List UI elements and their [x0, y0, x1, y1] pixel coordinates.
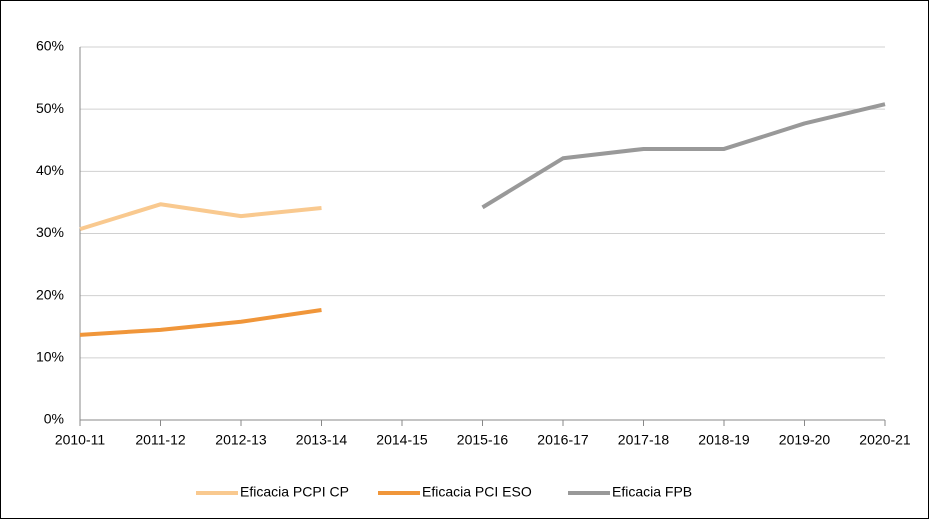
x-tick-label: 2018-19	[698, 432, 750, 448]
legend-label: Eficacia PCI ESO	[422, 484, 532, 500]
y-tick-label: 30%	[36, 224, 64, 240]
y-tick-label: 20%	[36, 286, 64, 302]
y-tick-label: 60%	[36, 38, 64, 54]
x-tick-label: 2012-13	[215, 432, 267, 448]
y-tick-label: 0%	[44, 411, 64, 427]
y-tick-label: 50%	[36, 100, 64, 116]
y-tick-label: 10%	[36, 349, 64, 365]
legend-label: Eficacia FPB	[612, 484, 692, 500]
line-series	[481, 102, 886, 210]
x-tick-label: 2014-15	[376, 432, 428, 448]
x-tick-label: 2010-11	[55, 432, 106, 448]
legend-label: Eficacia PCPI CP	[240, 484, 349, 500]
x-tick-label: 2013-14	[296, 432, 348, 448]
x-tick-label: 2019-20	[779, 432, 831, 448]
y-tick-label: 40%	[36, 162, 64, 178]
x-tick-label: 2020-21	[859, 432, 911, 448]
x-tick-label: 2017-18	[618, 432, 670, 448]
line-series	[79, 202, 322, 232]
x-tick-label: 2016-17	[537, 432, 589, 448]
x-tick-label: 2011-12	[135, 432, 186, 448]
line-series	[79, 307, 322, 337]
x-tick-label: 2015-16	[457, 432, 509, 448]
